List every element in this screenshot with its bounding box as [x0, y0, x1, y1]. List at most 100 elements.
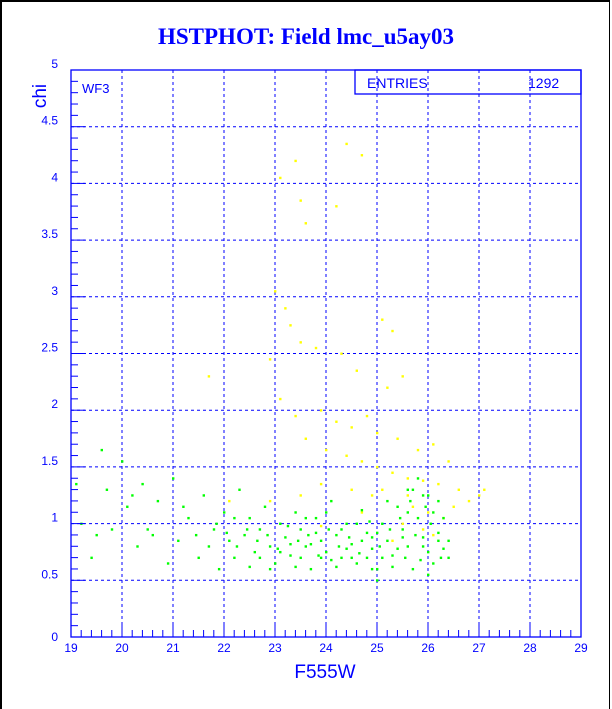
data-point — [248, 516, 251, 520]
data-point — [467, 499, 471, 503]
data-point — [304, 437, 307, 440]
data-point — [437, 482, 440, 486]
data-point — [421, 528, 425, 531]
data-point — [406, 488, 409, 491]
data-point — [365, 556, 369, 560]
data-point — [182, 505, 185, 508]
data-point — [304, 545, 307, 548]
data-point — [391, 565, 394, 569]
data-point — [409, 499, 412, 503]
data-point — [228, 499, 231, 503]
data-point — [483, 488, 486, 491]
data-point — [345, 547, 348, 550]
data-point — [212, 528, 216, 531]
data-point — [376, 567, 379, 571]
data-point — [416, 477, 420, 480]
data-point — [360, 460, 364, 463]
data-point — [396, 547, 399, 550]
data-point — [432, 533, 435, 537]
data-point — [335, 565, 338, 569]
data-points — [75, 142, 486, 582]
data-point — [294, 159, 297, 163]
data-point — [299, 494, 302, 497]
chart-title: HSTPHOT: Field lmc_u5ay03 — [157, 24, 455, 49]
data-point — [156, 499, 160, 503]
data-point — [141, 482, 144, 486]
data-point — [447, 556, 450, 560]
data-point — [319, 539, 323, 543]
data-point — [381, 556, 384, 560]
data-point — [325, 448, 328, 452]
data-point — [421, 536, 425, 539]
data-point — [286, 524, 290, 528]
grid — [71, 70, 581, 637]
data-point — [360, 508, 364, 512]
data-point — [276, 547, 279, 550]
data-point — [289, 543, 292, 546]
data-point — [299, 341, 302, 344]
data-point — [370, 494, 374, 497]
data-point — [432, 443, 435, 446]
data-point — [248, 565, 251, 569]
data-point — [406, 511, 409, 514]
y-tick-label: 0 — [51, 630, 58, 644]
data-point — [388, 528, 392, 531]
data-point — [368, 520, 371, 523]
y-tick-label: 2.5 — [41, 341, 58, 355]
data-point — [319, 409, 323, 412]
data-point — [330, 499, 333, 503]
data-point — [427, 550, 430, 554]
data-point — [396, 505, 399, 508]
data-point — [427, 494, 430, 497]
data-point — [274, 562, 277, 565]
data-point — [296, 539, 300, 543]
data-point — [314, 346, 318, 350]
data-point — [243, 533, 246, 537]
data-point — [202, 494, 205, 497]
data-point — [90, 556, 93, 560]
data-point — [319, 556, 323, 560]
data-point — [325, 511, 328, 514]
data-point — [370, 567, 374, 571]
data-point — [327, 528, 330, 531]
data-point — [437, 531, 440, 535]
y-tick-label: 0.5 — [41, 567, 58, 581]
data-point — [100, 448, 103, 452]
data-point — [279, 522, 282, 525]
data-point — [391, 329, 394, 333]
y-axis-label: chi — [30, 84, 51, 108]
x-tick-label: 29 — [574, 641, 588, 655]
data-point — [131, 494, 134, 497]
x-tick-label: 27 — [472, 641, 486, 655]
data-point — [386, 499, 389, 503]
data-point — [406, 545, 409, 548]
data-point — [314, 531, 318, 535]
data-point — [110, 528, 114, 531]
x-tick-label: 23 — [268, 641, 282, 655]
data-point — [355, 562, 358, 565]
data-point — [376, 465, 379, 469]
data-point — [121, 460, 124, 463]
data-point — [284, 307, 287, 310]
data-point — [432, 511, 435, 514]
data-point — [401, 536, 404, 539]
data-point — [307, 533, 310, 537]
y-tick-label: 3.5 — [41, 227, 58, 241]
stats-box-frame — [354, 69, 582, 95]
data-point — [274, 290, 277, 293]
data-point — [340, 528, 343, 531]
y-tick-label: 3 — [51, 284, 58, 298]
data-point — [401, 375, 404, 378]
data-point — [421, 545, 425, 548]
y-tick-label: 1 — [51, 511, 58, 525]
data-point — [279, 397, 282, 401]
data-point — [294, 511, 297, 514]
data-point — [146, 528, 149, 531]
data-point — [411, 488, 415, 491]
data-point — [447, 539, 450, 543]
data-point — [319, 524, 323, 528]
data-point — [258, 528, 262, 531]
data-point — [177, 539, 180, 543]
data-point — [365, 414, 369, 418]
